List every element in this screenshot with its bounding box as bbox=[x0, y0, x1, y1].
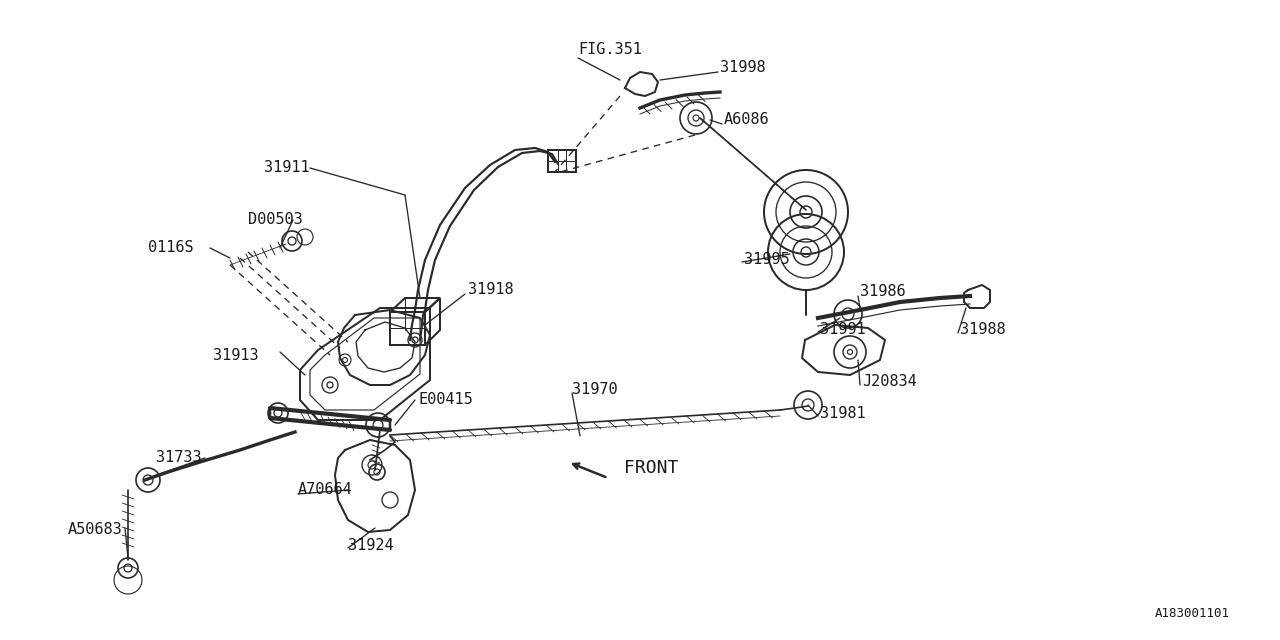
Text: A183001101: A183001101 bbox=[1155, 607, 1230, 620]
Text: 31970: 31970 bbox=[572, 383, 618, 397]
Text: A70664: A70664 bbox=[298, 483, 353, 497]
Text: 0116S: 0116S bbox=[148, 241, 193, 255]
Text: FIG.351: FIG.351 bbox=[579, 42, 641, 58]
Text: D00503: D00503 bbox=[248, 212, 303, 227]
Text: 31913: 31913 bbox=[212, 349, 259, 364]
Text: 31998: 31998 bbox=[719, 61, 765, 76]
Text: A6086: A6086 bbox=[724, 113, 769, 127]
Text: A50683: A50683 bbox=[68, 522, 123, 538]
Text: 31991: 31991 bbox=[820, 323, 865, 337]
Text: 31988: 31988 bbox=[960, 323, 1006, 337]
Text: 31986: 31986 bbox=[860, 285, 906, 300]
Text: 31995: 31995 bbox=[744, 253, 790, 268]
Bar bbox=[548, 150, 576, 172]
Text: 31918: 31918 bbox=[468, 282, 513, 298]
Text: 31924: 31924 bbox=[348, 538, 394, 554]
Text: 31733: 31733 bbox=[156, 451, 202, 465]
Text: 31911: 31911 bbox=[265, 161, 310, 175]
Text: J20834: J20834 bbox=[861, 374, 916, 390]
Text: E00415: E00415 bbox=[419, 392, 472, 408]
Text: FRONT: FRONT bbox=[625, 459, 678, 477]
Text: 31981: 31981 bbox=[820, 406, 865, 422]
